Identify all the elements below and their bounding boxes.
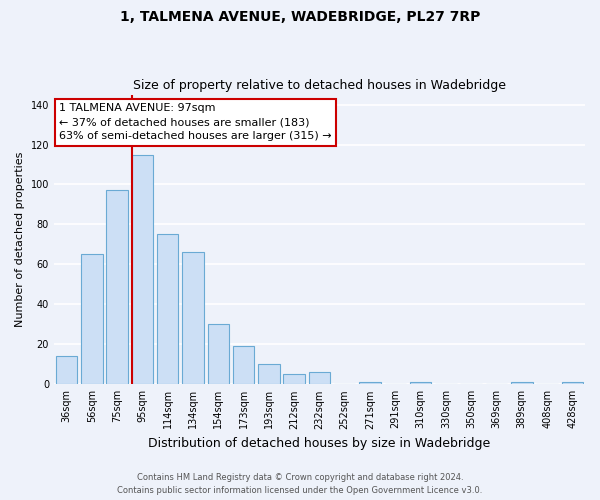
Y-axis label: Number of detached properties: Number of detached properties bbox=[15, 152, 25, 327]
Bar bbox=[283, 374, 305, 384]
X-axis label: Distribution of detached houses by size in Wadebridge: Distribution of detached houses by size … bbox=[148, 437, 491, 450]
Bar bbox=[309, 372, 330, 384]
Bar bbox=[56, 356, 77, 384]
Bar bbox=[511, 382, 533, 384]
Bar bbox=[208, 324, 229, 384]
Text: 1, TALMENA AVENUE, WADEBRIDGE, PL27 7RP: 1, TALMENA AVENUE, WADEBRIDGE, PL27 7RP bbox=[120, 10, 480, 24]
Bar bbox=[233, 346, 254, 385]
Bar bbox=[410, 382, 431, 384]
Title: Size of property relative to detached houses in Wadebridge: Size of property relative to detached ho… bbox=[133, 79, 506, 92]
Bar bbox=[106, 190, 128, 384]
Bar bbox=[359, 382, 381, 384]
Bar bbox=[157, 234, 178, 384]
Bar bbox=[562, 382, 583, 384]
Text: Contains HM Land Registry data © Crown copyright and database right 2024.
Contai: Contains HM Land Registry data © Crown c… bbox=[118, 474, 482, 495]
Text: 1 TALMENA AVENUE: 97sqm
← 37% of detached houses are smaller (183)
63% of semi-d: 1 TALMENA AVENUE: 97sqm ← 37% of detache… bbox=[59, 103, 332, 141]
Bar bbox=[131, 154, 153, 384]
Bar bbox=[182, 252, 204, 384]
Bar bbox=[258, 364, 280, 384]
Bar bbox=[81, 254, 103, 384]
